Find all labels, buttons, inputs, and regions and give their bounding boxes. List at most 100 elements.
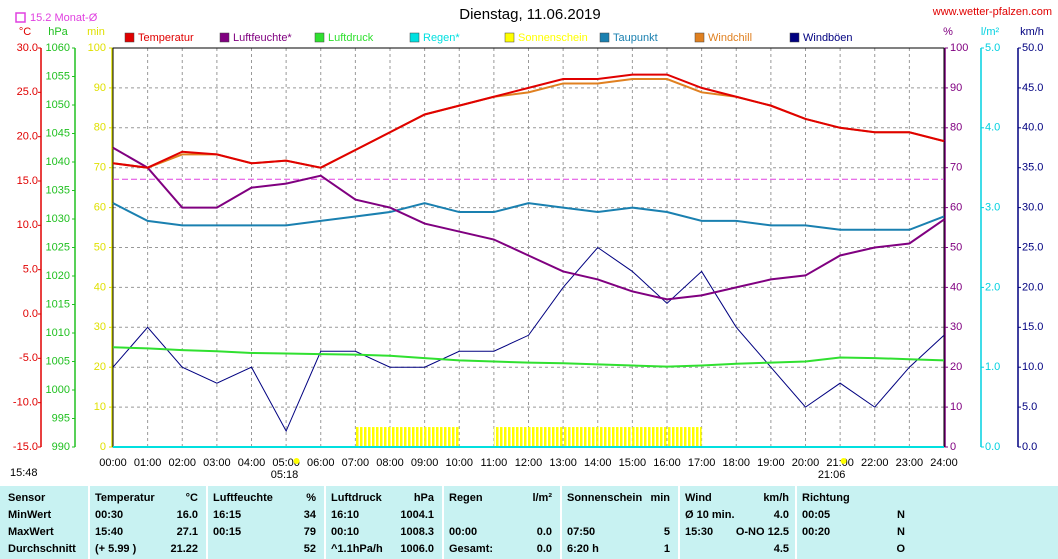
table-cell: 16.0 <box>177 509 198 521</box>
legend-swatch <box>124 32 135 43</box>
table-cell: 16:10 <box>331 509 359 521</box>
x-tick-label: 20:00 <box>792 457 820 469</box>
table-cell: Richtung <box>802 492 850 504</box>
y-tick-label: 80 <box>950 122 962 134</box>
table-cell: 21.22 <box>170 543 198 555</box>
legend-label: Temperatur <box>138 32 194 44</box>
table-cell: 16:15 <box>213 509 241 521</box>
table-cell: 00:30 <box>95 509 123 521</box>
x-tick-label: 11:00 <box>481 457 508 469</box>
y-tick-label: 10 <box>94 401 106 413</box>
x-tick-label: 08:00 <box>376 457 404 469</box>
y-tick-label: 1005 <box>46 355 70 367</box>
x-tick-label: 19:00 <box>757 457 785 469</box>
table-cell: l/m² <box>532 492 552 504</box>
y-tick-label: 90 <box>950 82 962 94</box>
table-cell: Sonnenschein <box>567 492 642 504</box>
chart-title: Dienstag, 11.06.2019 <box>459 6 601 23</box>
table-background <box>0 486 1058 559</box>
y-tick-label: 30.0 <box>17 42 38 54</box>
table-cell: O-NO 12.5 <box>736 526 789 538</box>
y-tick-label: 1025 <box>46 241 70 253</box>
y-tick-label: 1035 <box>46 184 70 196</box>
table-cell: Temperatur <box>95 492 155 504</box>
y-tick-label: 4.0 <box>985 122 1000 134</box>
y-tick-label: 1010 <box>46 327 70 339</box>
y-tick-label: 25.0 <box>1022 241 1043 253</box>
table-cell: 1008.3 <box>400 526 434 538</box>
table-cell: Wind <box>685 492 712 504</box>
table-cell: N <box>897 526 905 538</box>
table-cell: Regen <box>449 492 483 504</box>
y-tick-label: 0 <box>950 441 956 453</box>
y-tick-label: 40 <box>94 281 106 293</box>
y-tick-label: 10.0 <box>17 219 38 231</box>
x-tick-label: 15:00 <box>619 457 647 469</box>
x-tick-label: 24:00 <box>930 457 958 469</box>
y-tick-label: 0.0 <box>1022 441 1037 453</box>
sunshine-bar <box>528 427 564 447</box>
table-cell: 1006.0 <box>400 543 434 555</box>
table-cell: min <box>650 492 670 504</box>
series-line <box>112 346 945 368</box>
sunshine-bar <box>563 427 598 447</box>
y-tick-label: 1020 <box>46 270 70 282</box>
table-cell: Sensor <box>8 492 46 504</box>
y-tick-label: 5.0 <box>1022 401 1037 413</box>
legend-swatch <box>694 32 705 43</box>
axis-unit: km/h <box>1020 26 1044 38</box>
time-label: 15:48 <box>10 467 38 479</box>
y-tick-label: 40 <box>950 281 962 293</box>
axis-unit: % <box>943 26 953 38</box>
x-tick-label: 07:00 <box>342 457 370 469</box>
table-cell: 00:10 <box>331 526 359 538</box>
source: www.wetter-pfalzen.com <box>932 6 1052 18</box>
table-cell: 00:15 <box>213 526 241 538</box>
table-cell: N <box>897 509 905 521</box>
table-cell: km/h <box>763 492 789 504</box>
legend-label: Windböen <box>803 32 853 44</box>
x-tick-label: 12:00 <box>515 457 543 469</box>
y-tick-label: 1045 <box>46 127 70 139</box>
x-tick-label: 21:00 <box>826 457 854 469</box>
legend-swatch <box>409 32 420 43</box>
monthly-avg-label: 15.2 Monat-Ø <box>30 12 98 24</box>
x-tick-label: 22:00 <box>861 457 889 469</box>
table-cell: 4.0 <box>774 509 789 521</box>
x-tick-label: 16:00 <box>653 457 681 469</box>
table-cell: 52 <box>304 543 316 555</box>
x-tick-label: 13:00 <box>549 457 577 469</box>
y-tick-label: 10 <box>950 401 962 413</box>
y-tick-label: 15.0 <box>17 175 38 187</box>
series-line <box>112 246 945 433</box>
y-tick-label: 1040 <box>46 156 70 168</box>
table-cell: (+ 5.99 ) <box>95 543 137 555</box>
y-tick-label: 3.0 <box>985 202 1000 214</box>
series-line <box>112 146 945 301</box>
legend-label: Taupunkt <box>613 32 658 44</box>
legend-label: Luftfeuchte* <box>233 32 292 44</box>
table-cell: 79 <box>304 526 316 538</box>
y-tick-label: 5.0 <box>23 264 38 276</box>
y-tick-label: 20 <box>94 361 106 373</box>
sunshine-bar <box>424 427 460 447</box>
x-tick-label: 06:00 <box>307 457 335 469</box>
monthly-avg-icon <box>15 12 26 23</box>
table-cell: % <box>306 492 316 504</box>
table-cell: Durchschnitt <box>8 543 76 555</box>
sunrise-marker <box>293 458 300 464</box>
table-cell: Luftdruck <box>331 492 383 504</box>
table-cell: 0.0 <box>537 543 552 555</box>
y-tick-label: 1000 <box>46 384 70 396</box>
table-cell: 27.1 <box>177 526 198 538</box>
sunshine-bar <box>597 427 633 447</box>
sunset-marker <box>840 458 847 464</box>
table-cell: Gesamt: <box>449 543 493 555</box>
table-cell: 07:50 <box>567 526 595 538</box>
table-cell: 00:20 <box>802 526 830 538</box>
x-tick-label: 05:00 <box>272 457 300 469</box>
y-tick-label: 995 <box>52 412 70 424</box>
legend-swatch <box>219 32 230 43</box>
y-tick-label: 15.0 <box>1022 321 1043 333</box>
y-tick-label: 50.0 <box>1022 42 1043 54</box>
